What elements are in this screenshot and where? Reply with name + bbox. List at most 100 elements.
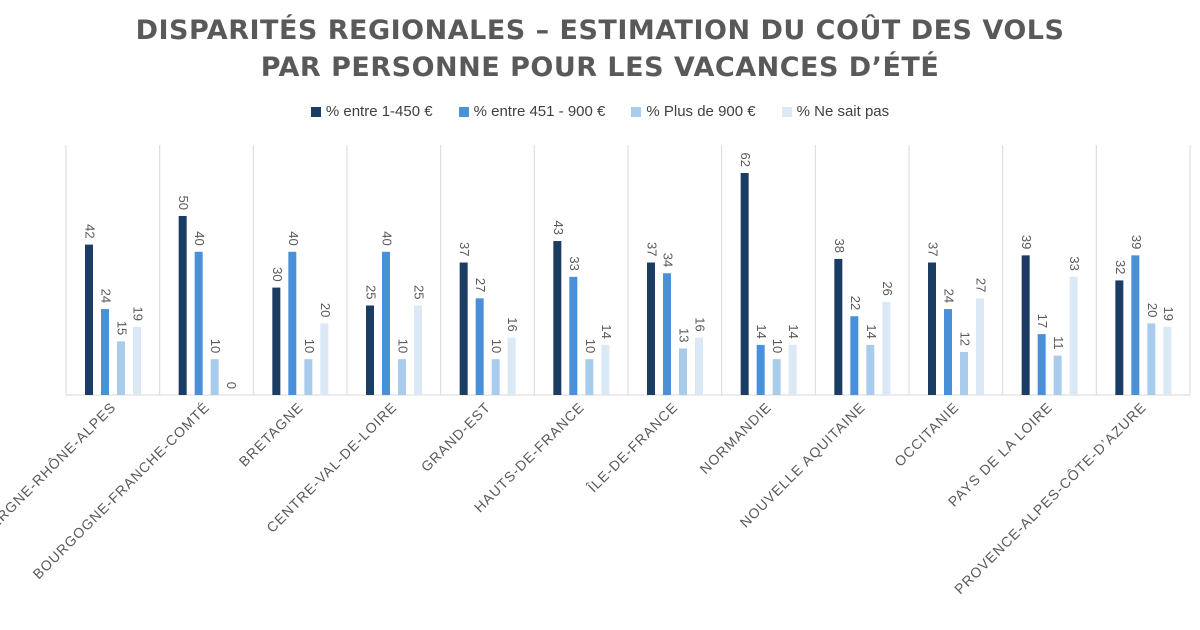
bar [1163, 326, 1172, 395]
bar [695, 337, 703, 395]
data-label: 43 [551, 221, 566, 235]
data-label: 19 [131, 306, 146, 320]
data-label: 14 [786, 324, 801, 338]
legend-item: % entre 451 - 900 € [458, 103, 606, 120]
bar [772, 359, 781, 395]
bar [1115, 280, 1124, 395]
data-label: 20 [1145, 303, 1160, 317]
data-label: 16 [505, 317, 520, 331]
data-label: 10 [396, 339, 411, 353]
x-tick-label: AUVERGNE-RHÔNE-ALPES [0, 399, 119, 554]
data-label: 14 [599, 324, 614, 338]
legend-swatch [310, 106, 321, 117]
bar [398, 359, 406, 395]
bar [475, 298, 484, 395]
bar [740, 173, 749, 395]
bar [414, 305, 422, 395]
legend: % entre 1-450 € % entre 451 - 900 € % Plus… [0, 103, 1200, 120]
bar [507, 337, 516, 395]
legend-label: % entre 451 - 900 € [473, 103, 606, 120]
data-label: 10 [770, 339, 785, 353]
legend-label: % Ne sait pas [796, 103, 890, 120]
data-label: 37 [457, 242, 472, 256]
data-label: 34 [661, 253, 676, 267]
bar [101, 309, 109, 395]
bar [569, 276, 578, 395]
bar [1037, 334, 1046, 395]
bar [117, 341, 125, 395]
bar [756, 344, 765, 395]
data-label: 40 [380, 231, 395, 245]
data-label: 39 [1129, 235, 1144, 249]
data-label: 25 [412, 285, 427, 299]
x-tick-label: PAYS DE LA LOIRE [945, 399, 1056, 510]
data-label: 25 [364, 285, 379, 299]
bar [1021, 255, 1030, 395]
bar [459, 262, 468, 395]
legend-swatch [631, 106, 642, 117]
legend-item: % entre 1-450 € [310, 103, 433, 120]
data-label: 20 [318, 303, 333, 317]
data-label: 32 [1113, 260, 1128, 274]
bar [194, 251, 203, 395]
data-label: 40 [192, 231, 207, 245]
legend-item: % Ne sait pas [781, 103, 890, 120]
data-label: 17 [1035, 314, 1050, 328]
data-label: 27 [974, 278, 989, 292]
data-label: 12 [958, 332, 973, 346]
legend-item: % Plus de 900 € [631, 103, 756, 120]
legend-swatch [781, 106, 792, 117]
bar [320, 323, 329, 395]
data-label: 30 [270, 267, 285, 281]
bar [1131, 255, 1140, 395]
bar [944, 309, 952, 395]
bar [585, 359, 594, 395]
x-tick-label: BRETAGNE [236, 399, 307, 470]
bar [210, 359, 219, 395]
data-label: 19 [1161, 306, 1176, 320]
bar [663, 273, 671, 395]
data-label: 37 [926, 242, 941, 256]
bar [133, 326, 141, 395]
data-label: 14 [754, 324, 769, 338]
legend-label: % entre 1-450 € [325, 103, 433, 120]
data-label: 37 [645, 242, 660, 256]
data-label: 22 [848, 296, 863, 310]
data-label: 13 [677, 328, 692, 342]
x-tick-label: HAUTS-DE-FRANCE [471, 399, 588, 516]
data-label: 50 [176, 195, 191, 209]
x-tick-label: GRAND-EST [418, 399, 494, 475]
data-label: 62 [738, 153, 753, 167]
bar [304, 359, 313, 395]
bar [834, 258, 843, 395]
x-tick-label: ÎLE-DE-FRANCE [584, 399, 681, 496]
bar [679, 348, 687, 395]
x-tick-label: OCCITANIE [891, 399, 962, 470]
data-label: 11 [1051, 336, 1066, 350]
bar [272, 287, 281, 395]
data-label: 24 [942, 289, 957, 303]
data-label: 26 [880, 281, 895, 295]
bar [288, 251, 297, 395]
bar [1053, 355, 1062, 395]
data-label: 24 [99, 289, 114, 303]
x-tick-label: PROVENCE-ALPES-CÔTE-D’AZURE [951, 399, 1149, 597]
bar [647, 262, 655, 395]
chart-title: DISPARITÉS REGIONALES – ESTIMATION DU CO… [0, 12, 1200, 86]
data-label: 10 [302, 339, 317, 353]
bar [491, 359, 500, 395]
data-label: 42 [83, 224, 98, 238]
bar [366, 305, 374, 395]
legend-swatch [458, 106, 469, 117]
x-tick-label: BOURGOGNE-FRANCHE-COMTÉ [29, 399, 212, 582]
data-label: 33 [567, 256, 582, 270]
data-label: 0 [224, 382, 239, 389]
bar [601, 344, 610, 395]
bar [382, 251, 390, 395]
bar [928, 262, 936, 395]
data-label: 33 [1067, 256, 1082, 270]
bar [882, 301, 891, 395]
bar [850, 316, 859, 395]
data-label: 27 [473, 278, 488, 292]
